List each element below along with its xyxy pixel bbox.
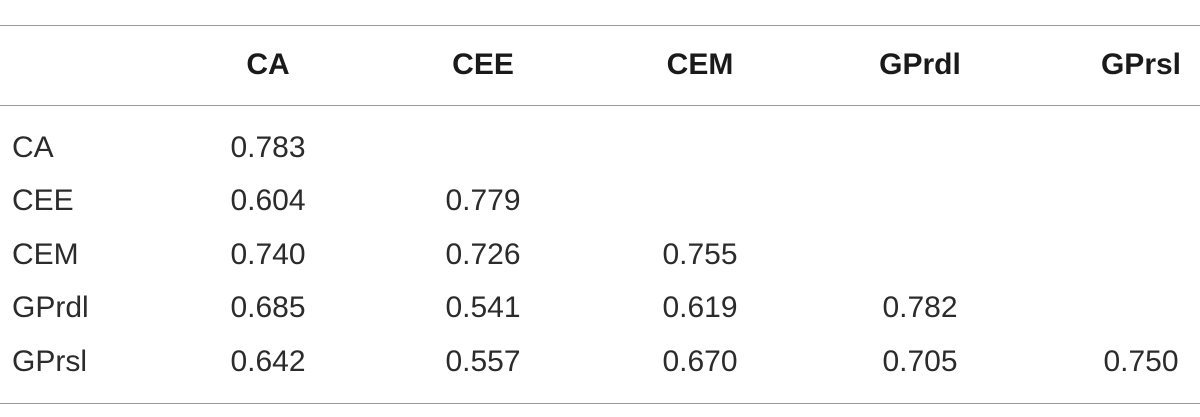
cell-value: 0.685 — [230, 291, 306, 324]
row-label: CA — [12, 131, 54, 164]
column-header: GPrsl — [1100, 48, 1182, 81]
cell-value: 0.670 — [662, 345, 738, 378]
row-label: GPrdl — [12, 291, 89, 324]
column-header: CEM — [666, 48, 734, 81]
column-header: CA — [246, 48, 290, 81]
row-label: GPrsl — [12, 345, 87, 378]
cell-value: 0.782 — [882, 291, 958, 324]
cell-value: 0.750 — [1103, 345, 1179, 378]
cell-value: 0.783 — [230, 131, 306, 164]
row-label: CEM — [12, 238, 79, 271]
top-rule — [0, 25, 1200, 26]
bottom-rule — [0, 403, 1200, 404]
cell-value: 0.604 — [230, 184, 306, 217]
cell-value: 0.755 — [662, 238, 738, 271]
cell-value: 0.779 — [445, 184, 521, 217]
cell-value: 0.642 — [230, 345, 306, 378]
cell-value: 0.740 — [230, 238, 306, 271]
cell-value: 0.541 — [445, 291, 521, 324]
cell-value: 0.557 — [445, 345, 521, 378]
cell-value: 0.705 — [882, 345, 958, 378]
column-header: GPrdl — [879, 48, 961, 81]
column-header: CEE — [452, 48, 514, 81]
header-rule — [0, 105, 1200, 106]
row-label: CEE — [12, 184, 74, 217]
cell-value: 0.726 — [445, 238, 521, 271]
cell-value: 0.619 — [662, 291, 738, 324]
